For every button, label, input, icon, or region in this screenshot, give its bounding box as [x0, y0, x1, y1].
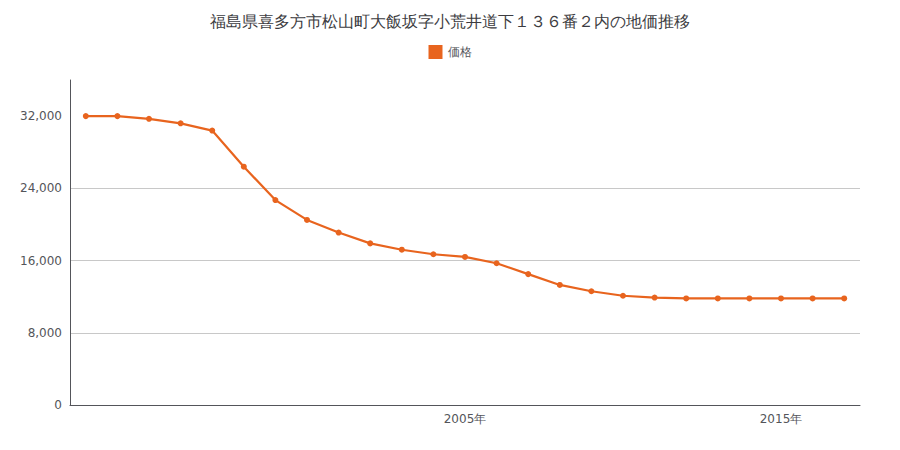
- svg-text:0: 0: [54, 398, 62, 412]
- svg-text:8,000: 8,000: [28, 326, 62, 340]
- svg-text:16,000: 16,000: [20, 254, 62, 268]
- svg-text:32,000: 32,000: [20, 109, 62, 123]
- svg-text:福島県喜多方市松山町大飯坂字小荒井道下１３６番２内の地価推移: 福島県喜多方市松山町大飯坂字小荒井道下１３６番２内の地価推移: [210, 12, 690, 31]
- svg-text:価格: 価格: [448, 45, 472, 59]
- svg-text:2005年: 2005年: [444, 412, 487, 426]
- svg-text:24,000: 24,000: [20, 181, 62, 195]
- svg-text:2015年: 2015年: [760, 412, 803, 426]
